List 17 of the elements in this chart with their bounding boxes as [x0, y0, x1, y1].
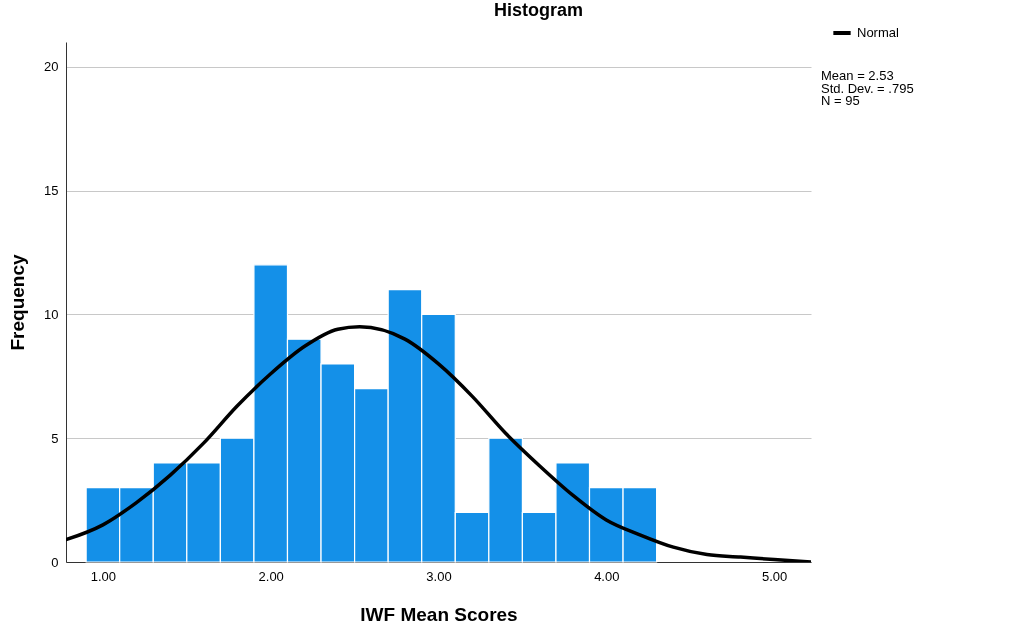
- y-tick-label: 20: [44, 59, 59, 75]
- y-axis-title: Frequency: [7, 254, 29, 351]
- x-tick-label: 3.00: [426, 568, 452, 584]
- y-tick-label: 5: [51, 430, 59, 446]
- text: Std. Dev. = .795: [821, 80, 914, 96]
- x-axis-title: IWF Mean Scores: [360, 603, 518, 625]
- x-tick-label: 1.00: [90, 568, 117, 584]
- x-tick-label: 4.00: [594, 568, 620, 584]
- chart-title: Histogram: [493, 0, 584, 20]
- y-tick-label: 10: [44, 306, 59, 322]
- y-tick-label: 15: [44, 183, 59, 199]
- text: Mean = 2.53: [821, 68, 894, 83]
- legend-label: Normal: [857, 25, 900, 40]
- x-tick-label: 2.00: [258, 568, 284, 584]
- x-tick-label: 5.00: [761, 568, 788, 584]
- text: N = 95: [821, 93, 860, 108]
- y-tick-label: 0: [51, 554, 59, 570]
